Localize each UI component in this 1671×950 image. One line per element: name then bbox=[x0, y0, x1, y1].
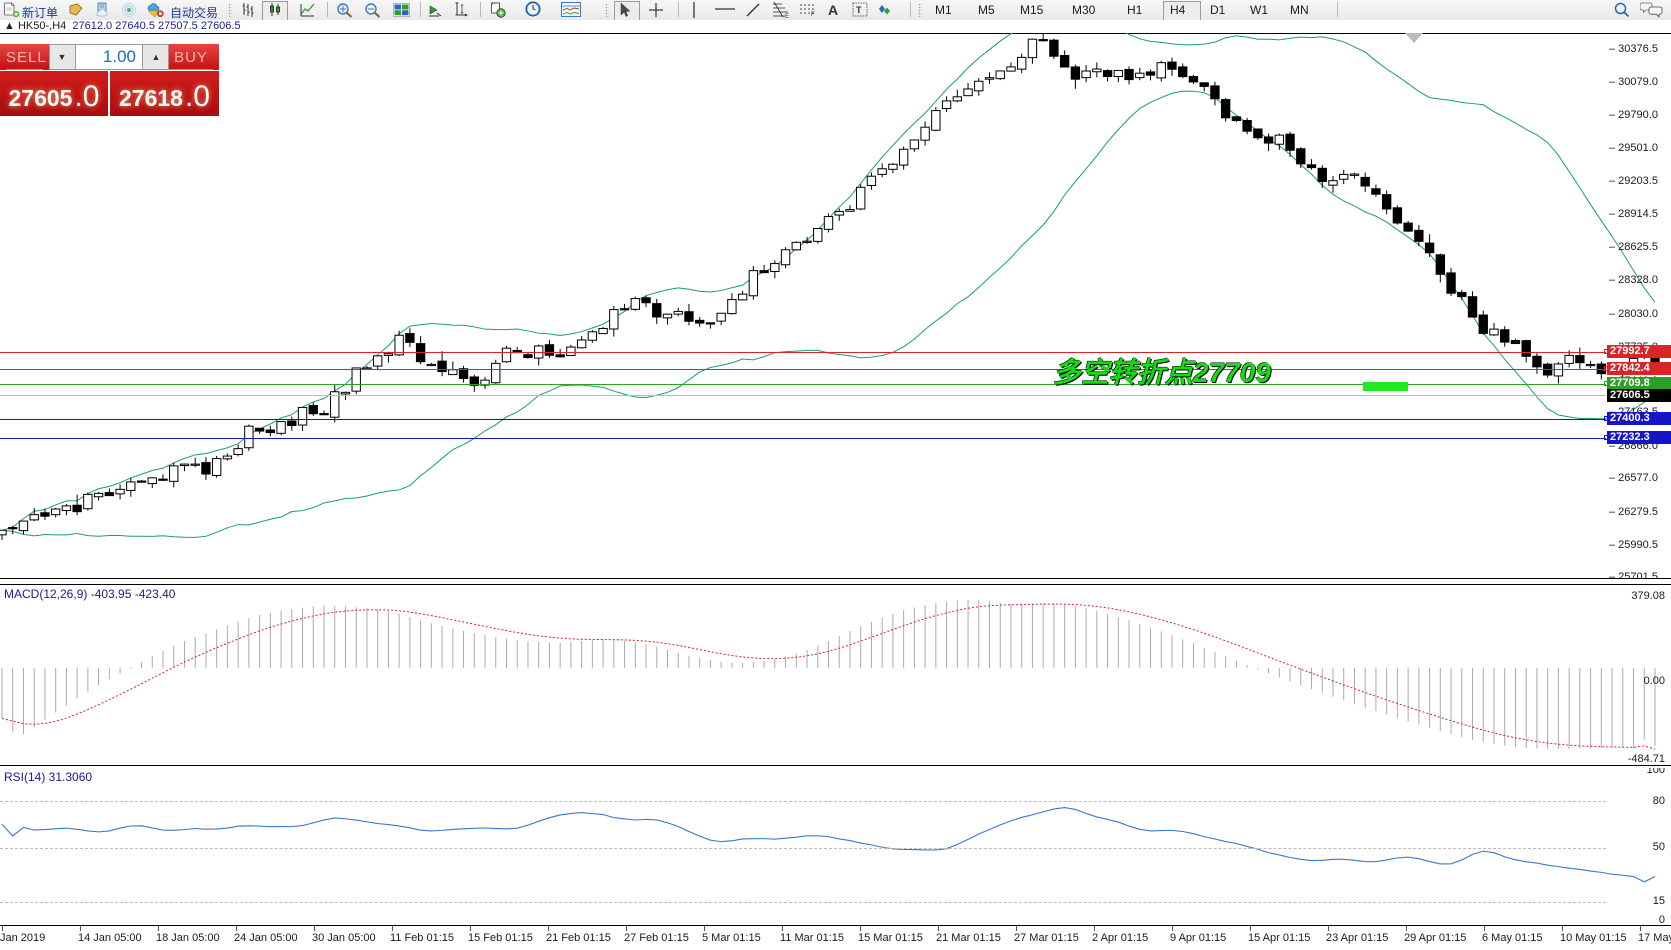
svg-text:F: F bbox=[811, 12, 815, 16]
svg-text:T: T bbox=[856, 5, 862, 15]
svg-text:E: E bbox=[785, 14, 789, 18]
